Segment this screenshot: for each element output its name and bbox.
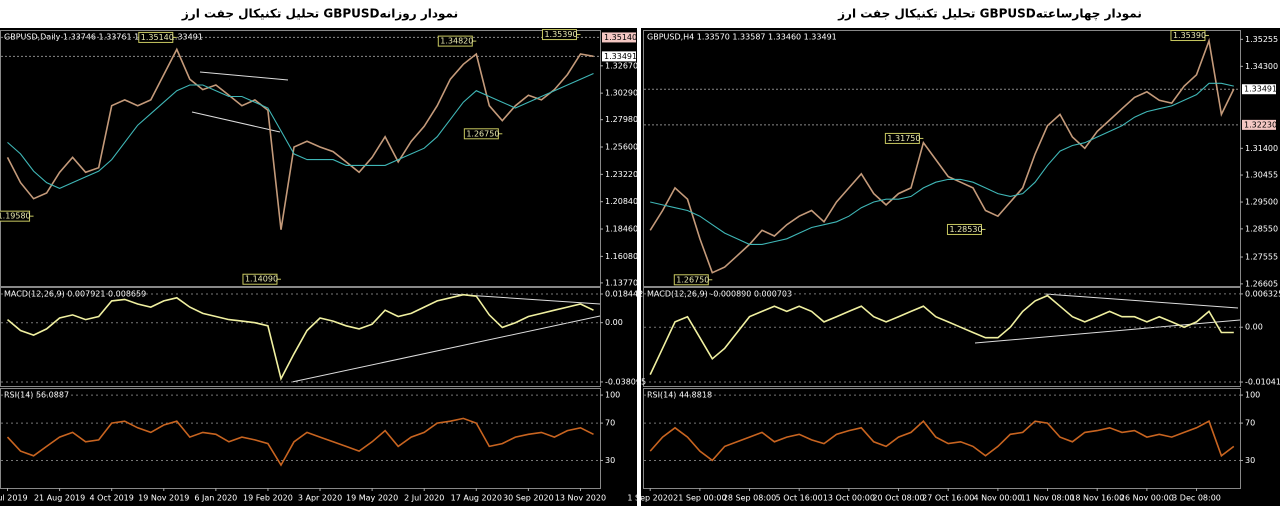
y-tick-label: 0.00 xyxy=(605,318,623,327)
chart-title: تحلیل تکنیکال جفت ارز GBPUSDنمودار روزان… xyxy=(181,7,458,22)
level-box xyxy=(1242,119,1276,130)
y-tick-label: 1.30290 xyxy=(605,89,638,98)
x-tick-label: 20 Oct 08:00 xyxy=(872,494,924,503)
level-label: 1.32230 xyxy=(1244,120,1277,129)
y-tick-label: -0.010418 xyxy=(1245,378,1280,387)
x-tick-label: 26 Nov 00:00 xyxy=(1120,494,1174,503)
y-tick-label: 1.27980 xyxy=(605,115,638,124)
annotation-box xyxy=(1170,30,1206,42)
series-line xyxy=(649,37,1235,274)
y-tick-label: 100 xyxy=(605,391,620,400)
x-tick-label: 3 Dec 08:00 xyxy=(1172,494,1221,503)
x-tick-label: 13 Oct 00:00 xyxy=(823,494,875,503)
series-line xyxy=(650,82,1234,245)
y-tick-label: 100 xyxy=(1245,391,1260,400)
y-tick-label: 0.018442 xyxy=(605,290,643,299)
annotation-label: 1.35390 xyxy=(1173,31,1206,40)
y-tick-label: 1.28550 xyxy=(1245,224,1278,233)
annotation-label: 1.31750 xyxy=(887,134,920,143)
series-line xyxy=(6,417,594,467)
y-tick-label: 70 xyxy=(605,419,615,428)
x-tick-label: 13 Nov 2020 xyxy=(555,494,606,503)
y-tick-label: 1.27555 xyxy=(1245,253,1278,262)
y-tick-label: -0.038095 xyxy=(605,377,646,386)
annotation-box xyxy=(946,223,982,235)
x-tick-label: 2 Jul 2020 xyxy=(404,494,444,503)
annotation-box xyxy=(0,210,31,222)
x-tick-label: 17 Aug 2020 xyxy=(451,494,502,503)
y-tick-label: 1.13770 xyxy=(605,278,638,287)
level-label: 1.33491 xyxy=(604,52,637,61)
x-tick-label: 11 Nov 08:00 xyxy=(1021,494,1075,503)
x-tick-label: 5 Oct 16:00 xyxy=(776,494,823,503)
y-tick-label: 30 xyxy=(1245,456,1255,465)
y-tick-label: 1.18460 xyxy=(605,225,638,234)
x-tick-label: 28 Sep 08:00 xyxy=(723,494,776,503)
y-tick-label: 1.32670 xyxy=(605,61,638,70)
y-tick-label: 1.23220 xyxy=(605,170,638,179)
y-tick-label: 1.20840 xyxy=(605,197,638,206)
series-line xyxy=(6,47,594,230)
annotation-label: 1.34820 xyxy=(440,37,473,46)
annotation-label: 1.19580 xyxy=(0,212,31,221)
x-tick-label: 30 Sep 2020 xyxy=(503,494,554,503)
y-tick-label: 1.30455 xyxy=(1245,171,1278,180)
level-box xyxy=(602,32,636,43)
x-tick-label: 18 Nov 16:00 xyxy=(1070,494,1124,503)
x-tick-label: 8 Jul 2019 xyxy=(0,494,28,503)
y-tick-label: 30 xyxy=(605,456,615,465)
x-tick-label: 19 Feb 2020 xyxy=(243,494,293,503)
panel-header: MACD(12,26,9) 0.007921 0.008659 xyxy=(4,290,146,299)
annotation-label: 1.14090 xyxy=(245,275,278,284)
annotation-box xyxy=(673,274,709,286)
annotation-label: 1.35140 xyxy=(141,33,174,42)
annotation-box xyxy=(463,128,499,140)
level-label: 1.33491 xyxy=(1244,85,1277,94)
annotation-box xyxy=(541,29,577,41)
level-label: 1.35140 xyxy=(604,33,637,42)
x-tick-label: 19 Nov 2019 xyxy=(138,494,189,503)
level-box xyxy=(602,51,636,62)
series-line xyxy=(649,294,1234,375)
right-chart-bg xyxy=(641,28,1280,506)
x-tick-label: 6 Jan 2020 xyxy=(194,494,237,503)
left-chart-bg xyxy=(0,28,637,506)
annotation-label: 1.28530 xyxy=(949,225,982,234)
y-tick-label: 1.31400 xyxy=(1245,144,1278,153)
x-tick-label: 3 Apr 2020 xyxy=(298,494,342,503)
x-tick-label: 1 Sep 2020 xyxy=(627,494,673,503)
y-tick-label: 1.16080 xyxy=(605,252,638,261)
annotation-box xyxy=(437,35,473,47)
series-line xyxy=(7,72,594,190)
chart-title: تحلیل تکنیکال جفت ارز GBPUSDنمودار چهارس… xyxy=(837,7,1142,22)
annotation-box xyxy=(884,132,920,144)
annotation-label: 1.35390 xyxy=(544,30,577,39)
y-tick-label: 70 xyxy=(1245,419,1255,428)
x-tick-label: 21 Sep 00:00 xyxy=(673,494,726,503)
panel-header: GBPUSD,Daily 1.33746 1.33761 1.33432 1.3… xyxy=(4,33,203,42)
series-line xyxy=(649,420,1235,462)
y-tick-label: 1.35255 xyxy=(1245,35,1278,44)
y-tick-label: 1.34300 xyxy=(1245,62,1278,71)
x-tick-label: 4 Oct 2019 xyxy=(89,494,133,503)
annotation-box xyxy=(242,273,278,285)
x-tick-label: 19 May 2020 xyxy=(346,494,398,503)
level-box xyxy=(1242,84,1276,95)
y-tick-label: 0.00 xyxy=(1245,323,1263,332)
x-tick-label: 4 Nov 00:00 xyxy=(973,494,1022,503)
y-tick-label: 1.26605 xyxy=(1245,279,1278,288)
x-tick-label: 21 Aug 2019 xyxy=(34,494,85,503)
annotation-label: 1.26750 xyxy=(466,129,499,138)
y-tick-label: 0.006325 xyxy=(1245,289,1280,298)
annotation-label: 1.26750 xyxy=(676,275,709,284)
y-tick-label: 1.25600 xyxy=(605,143,638,152)
annotation-box xyxy=(138,31,174,43)
series-line xyxy=(6,293,594,381)
x-tick-label: 27 Oct 16:00 xyxy=(922,494,974,503)
panel-header: GBPUSD,H4 1.33570 1.33587 1.33460 1.3349… xyxy=(647,33,837,42)
y-tick-label: 1.29500 xyxy=(1245,198,1278,207)
panel-borders xyxy=(0,30,1241,489)
